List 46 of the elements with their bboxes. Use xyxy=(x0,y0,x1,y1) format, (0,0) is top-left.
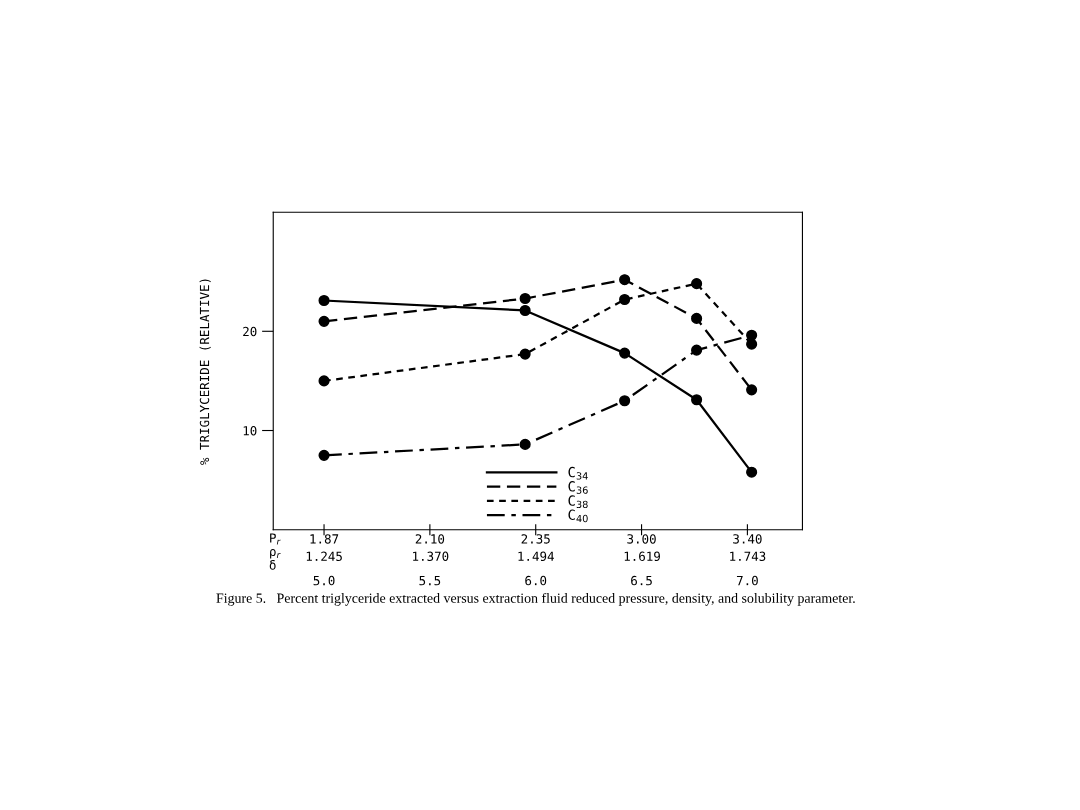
x2-tick-label: 1.245 xyxy=(306,551,342,562)
text: P$_{r}$ xyxy=(270,533,281,545)
x-axis-title: δ xyxy=(269,560,276,570)
point xyxy=(619,347,631,359)
point xyxy=(746,384,758,396)
point xyxy=(691,344,703,356)
y-tick-label: 10 xyxy=(243,426,257,436)
text: 1.87 xyxy=(310,534,339,544)
x-tick-label: 7.0 xyxy=(736,575,758,586)
legend-label: C$_{34}$ xyxy=(568,466,588,480)
point xyxy=(746,466,758,478)
point xyxy=(318,294,330,307)
point xyxy=(691,394,703,406)
point xyxy=(318,315,330,327)
point xyxy=(619,274,631,286)
x2-tick-label: 1.370 xyxy=(413,551,449,562)
point xyxy=(619,293,631,306)
point xyxy=(691,312,703,324)
y-tick-label: 20 xyxy=(243,326,257,337)
y-axis-title: % TRIGLYCERIDE (RELATIVE) xyxy=(199,279,211,465)
x2-axis-title: ρ$_{r}$ xyxy=(270,548,281,559)
point xyxy=(746,329,758,341)
point xyxy=(318,375,330,387)
text: 2.10 xyxy=(415,534,445,544)
x2-tick-label: 1.743 xyxy=(730,551,766,562)
legend-label: C$_{40}$ xyxy=(568,509,588,523)
point xyxy=(519,292,531,305)
text: 2.35 xyxy=(521,534,550,544)
point xyxy=(318,449,330,461)
x2-tick-label: 1.494 xyxy=(518,551,554,562)
text: 3.40 xyxy=(733,534,762,544)
point xyxy=(519,438,531,450)
point xyxy=(519,304,531,317)
point xyxy=(691,278,703,290)
x-tick-label: 6.5 xyxy=(631,575,652,586)
point xyxy=(619,395,631,407)
x-tick-label: 5.5 xyxy=(419,576,441,586)
legend-label: C$_{36}$ xyxy=(568,481,588,494)
point xyxy=(746,338,758,350)
x2-tick-label: 1.619 xyxy=(624,551,660,562)
text: 3.00 xyxy=(627,534,656,544)
x-tick-label: 6.0 xyxy=(525,575,547,586)
legend-label: C$_{38}$ xyxy=(568,495,588,509)
x-tick-label: 5.0 xyxy=(313,575,335,586)
caption: Figure 5. Percent triglyceride extracted versus extraction fluid reduced pressure, density, and solubility parameter. xyxy=(216,592,855,606)
point xyxy=(519,348,531,360)
